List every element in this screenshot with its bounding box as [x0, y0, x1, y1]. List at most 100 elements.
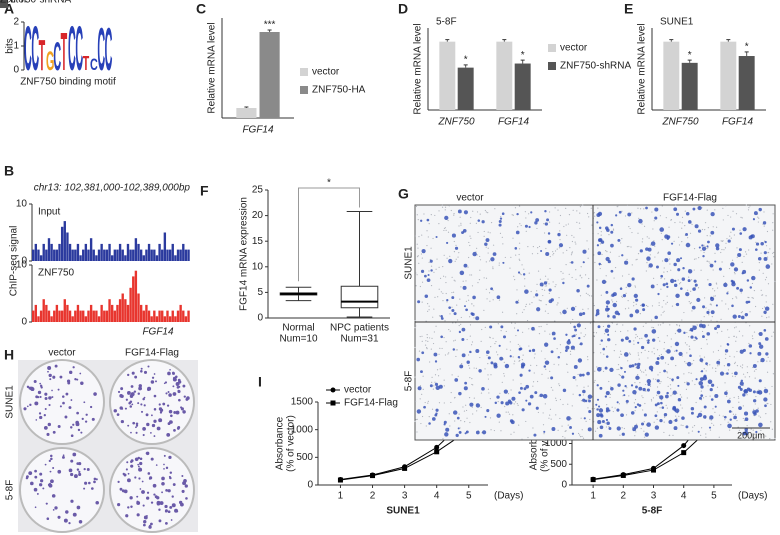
membrane-pore: [657, 336, 659, 339]
panel-label: H: [4, 347, 14, 363]
membrane-pore: [571, 276, 573, 279]
point: [434, 444, 440, 450]
membrane-pore: [438, 288, 440, 290]
membrane-pore: [540, 300, 542, 302]
cell: [569, 426, 572, 429]
cell: [517, 355, 521, 359]
cell: [519, 386, 523, 390]
cell: [654, 425, 660, 430]
membrane-pore: [663, 271, 665, 273]
colony: [76, 505, 81, 510]
colony: [137, 465, 140, 468]
membrane-pore: [486, 354, 488, 356]
cell: [757, 351, 762, 356]
colony: [162, 402, 166, 406]
membrane-pore: [428, 309, 430, 311]
membrane-pore: [453, 212, 455, 215]
colony: [39, 472, 43, 476]
membrane-pore: [605, 346, 608, 348]
cell: [547, 239, 552, 244]
membrane-pore: [427, 402, 429, 404]
membrane-pore: [447, 231, 450, 233]
signal-bar: [126, 304, 130, 322]
membrane-pore: [451, 374, 453, 376]
cell: [525, 384, 530, 389]
membrane-pore: [612, 229, 615, 231]
colony: [57, 388, 60, 391]
cell: [621, 375, 625, 379]
membrane-pore: [712, 351, 715, 353]
cell: [621, 432, 625, 436]
cell: [629, 313, 634, 318]
signal-bar: [105, 249, 109, 261]
membrane-pore: [681, 227, 683, 229]
bar: [663, 41, 680, 110]
cell: [763, 310, 767, 314]
membrane-pore: [666, 301, 668, 303]
colony: [153, 419, 157, 423]
cell: [574, 328, 578, 332]
membrane-pore: [679, 394, 681, 396]
cell: [487, 356, 491, 360]
motif-letter: T: [83, 53, 90, 75]
membrane-pore: [653, 353, 656, 355]
colony: [172, 392, 177, 396]
cell: [617, 383, 621, 387]
membrane-pore: [515, 334, 517, 337]
colony: [139, 488, 142, 490]
membrane-pore: [445, 281, 447, 284]
membrane-pore: [618, 255, 620, 257]
membrane-pore: [605, 249, 607, 252]
membrane-pore: [663, 416, 666, 418]
membrane-pore: [479, 269, 481, 271]
bar: [259, 32, 280, 118]
membrane-pore: [455, 349, 457, 351]
colony: [148, 477, 152, 480]
membrane-pore: [521, 311, 524, 313]
membrane-pore: [593, 331, 595, 334]
colony: [93, 477, 97, 481]
y-tick-label: 0: [21, 317, 27, 328]
membrane-pore: [640, 351, 643, 354]
membrane-pore: [706, 260, 708, 262]
membrane-pore: [532, 427, 534, 429]
membrane-pore: [587, 293, 589, 295]
membrane-pore: [733, 396, 735, 399]
cell: [755, 430, 758, 434]
cell: [648, 365, 654, 371]
cell: [557, 232, 561, 237]
cell: [707, 240, 710, 244]
cell: [496, 295, 501, 300]
colony: [44, 407, 47, 410]
cell: [562, 388, 567, 393]
cell: [417, 386, 422, 391]
membrane-pore: [483, 230, 485, 233]
membrane-pore: [425, 340, 427, 342]
cell: [570, 345, 575, 350]
membrane-pore: [607, 313, 609, 315]
membrane-pore: [456, 304, 458, 306]
cell: [588, 410, 592, 414]
colony: [36, 395, 40, 399]
colony: [51, 494, 56, 498]
cell: [456, 416, 460, 420]
signal-bar: [100, 304, 103, 322]
cell: [723, 282, 728, 288]
cell: [484, 242, 488, 246]
colony: [67, 381, 71, 385]
cell: [650, 284, 655, 289]
membrane-pore: [659, 382, 661, 385]
colony: [166, 433, 171, 437]
membrane-pore: [733, 234, 735, 236]
cell: [750, 234, 753, 238]
membrane-pore: [676, 324, 678, 326]
signal-bar: [137, 243, 140, 261]
signal-bar: [139, 304, 143, 322]
signal-bar: [63, 299, 66, 322]
cell: [703, 405, 707, 409]
membrane-pore: [419, 398, 421, 400]
membrane-pore: [600, 263, 603, 266]
cell: [607, 307, 610, 311]
signal-bar: [116, 304, 119, 322]
signal-bar: [174, 255, 177, 261]
